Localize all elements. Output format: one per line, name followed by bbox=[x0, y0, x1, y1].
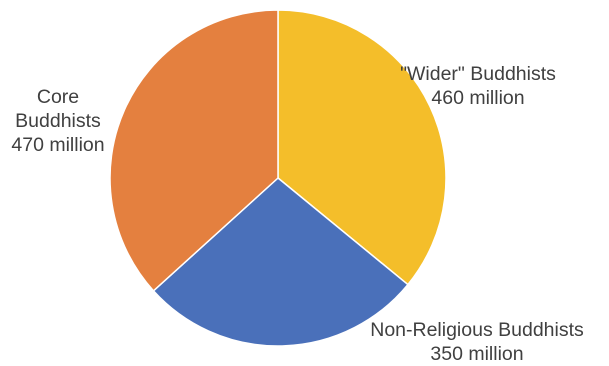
slice-wider-buddhists bbox=[277, 9, 447, 286]
label-nonrel-value: 350 million bbox=[430, 343, 524, 365]
label-core-name-line2: Buddhists bbox=[15, 110, 101, 132]
slice-non-religious-buddhists bbox=[152, 177, 409, 347]
label-core-buddhists: Core Buddhists 470 million bbox=[0, 85, 116, 157]
slice-core-buddhists bbox=[109, 9, 279, 292]
label-core-name-line1: Core bbox=[36, 86, 80, 108]
label-core-value: 470 million bbox=[11, 134, 105, 156]
label-non-religious-buddhists: Non-Religious Buddhists 350 million bbox=[351, 318, 603, 366]
label-nonrel-name: Non-Religious Buddhists bbox=[370, 319, 584, 341]
label-wider-name: "Wider" Buddhists bbox=[400, 63, 556, 85]
label-wider-buddhists: "Wider" Buddhists 460 million bbox=[383, 62, 573, 110]
label-wider-value: 460 million bbox=[431, 87, 525, 109]
